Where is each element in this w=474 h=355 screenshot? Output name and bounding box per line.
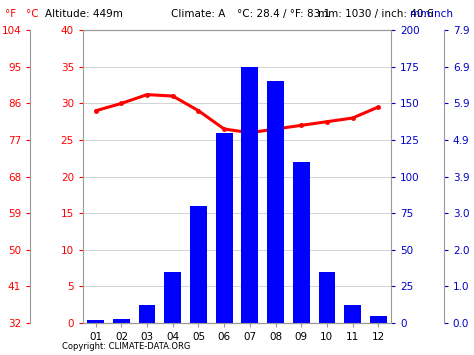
Bar (216, 133, 233, 323)
Text: Altitude: 449m: Altitude: 449m (45, 9, 123, 19)
Bar (241, 67, 258, 323)
Bar (293, 162, 310, 323)
Bar (190, 206, 207, 323)
Bar (164, 272, 181, 323)
Text: Climate: A: Climate: A (171, 9, 225, 19)
Bar (139, 305, 155, 323)
Text: °F: °F (5, 9, 16, 19)
Bar (344, 305, 361, 323)
Bar (319, 272, 335, 323)
Text: °C: 28.4 / °F: 83.1: °C: 28.4 / °F: 83.1 (237, 9, 330, 19)
Text: mm: mm (410, 9, 430, 19)
Text: inch: inch (431, 9, 453, 19)
Text: Copyright: CLIMATE-DATA.ORG: Copyright: CLIMATE-DATA.ORG (62, 343, 190, 351)
Text: °C: °C (26, 9, 39, 19)
Bar (87, 320, 104, 323)
Bar (370, 316, 387, 323)
Bar (113, 319, 130, 323)
Bar (267, 81, 284, 323)
Text: mm: 1030 / inch: 40.6: mm: 1030 / inch: 40.6 (318, 9, 433, 19)
